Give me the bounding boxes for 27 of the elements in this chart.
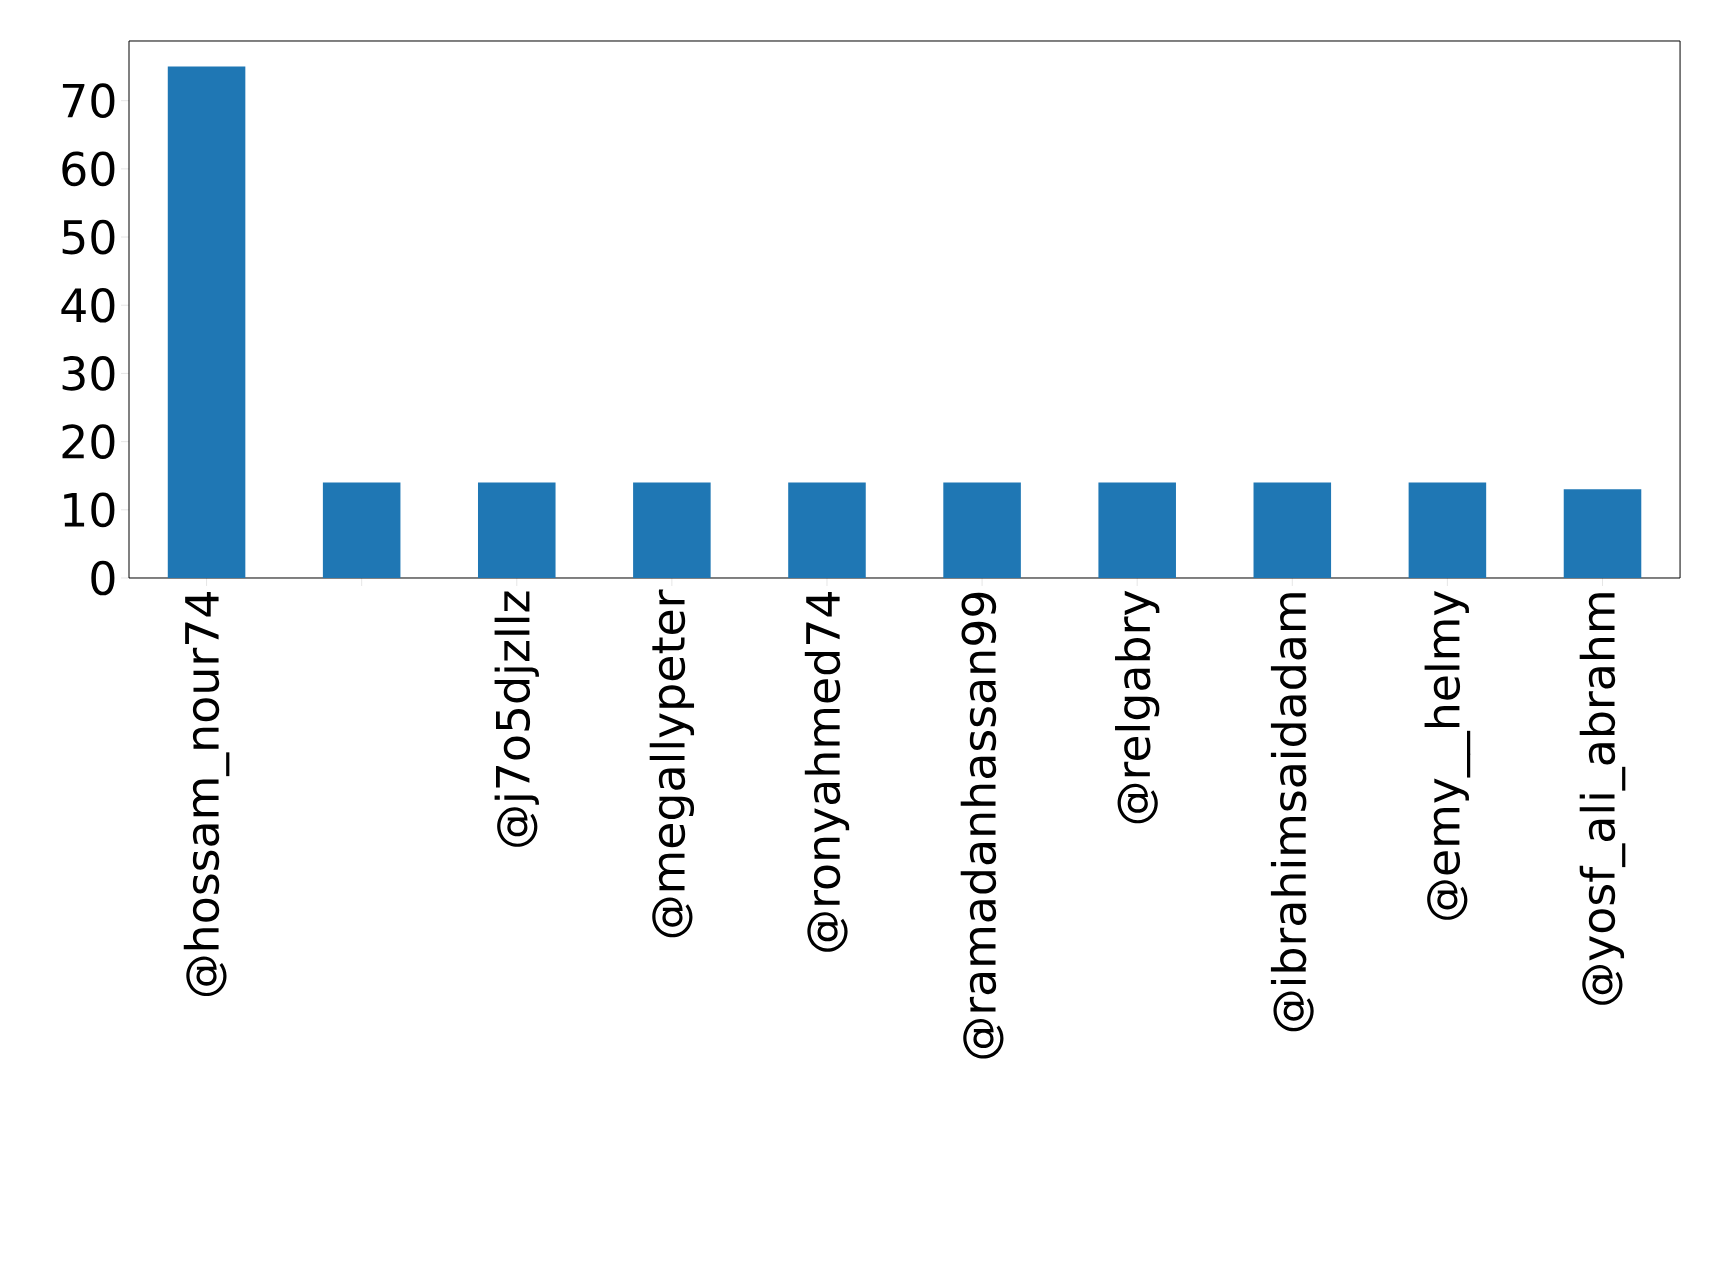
y-tick-label: 40 — [61, 287, 115, 323]
y-tick-label: 50 — [62, 219, 115, 255]
bar — [1098, 482, 1176, 578]
y-tick-label: 10 — [64, 492, 115, 528]
x-tick-label: @emy__helmy — [1424, 590, 1471, 920]
bar — [1563, 489, 1642, 578]
x-tick-label: @ramadanhassan99 — [960, 592, 1004, 1059]
bar — [477, 482, 556, 578]
bar — [943, 482, 1021, 578]
y-tick-label: 70 — [62, 83, 115, 118]
x-tick-label: @relgabry — [1115, 590, 1160, 824]
x-tick-label: @ibrahimsaidadam — [1270, 593, 1314, 1032]
x-tick-label: @hossam_nour74 — [183, 592, 230, 997]
bar — [167, 66, 246, 578]
y-tick-label: 60 — [62, 151, 115, 187]
bar — [322, 482, 401, 578]
bar — [1408, 482, 1487, 578]
bar — [1253, 482, 1332, 578]
x-tick-label: @j7o5djzllz — [494, 591, 539, 847]
x-tick-label: @ronyahmed74 — [804, 592, 850, 952]
x-tick-label: @megallypeter — [649, 589, 695, 938]
y-tick-label: 20 — [62, 424, 115, 459]
y-tick-label: 30 — [62, 356, 115, 391]
bar — [633, 482, 711, 578]
bar — [788, 482, 866, 578]
y-tick-label: 0 — [91, 560, 115, 596]
x-tick-label: @yosf_ali_abrahm — [1579, 593, 1626, 1005]
